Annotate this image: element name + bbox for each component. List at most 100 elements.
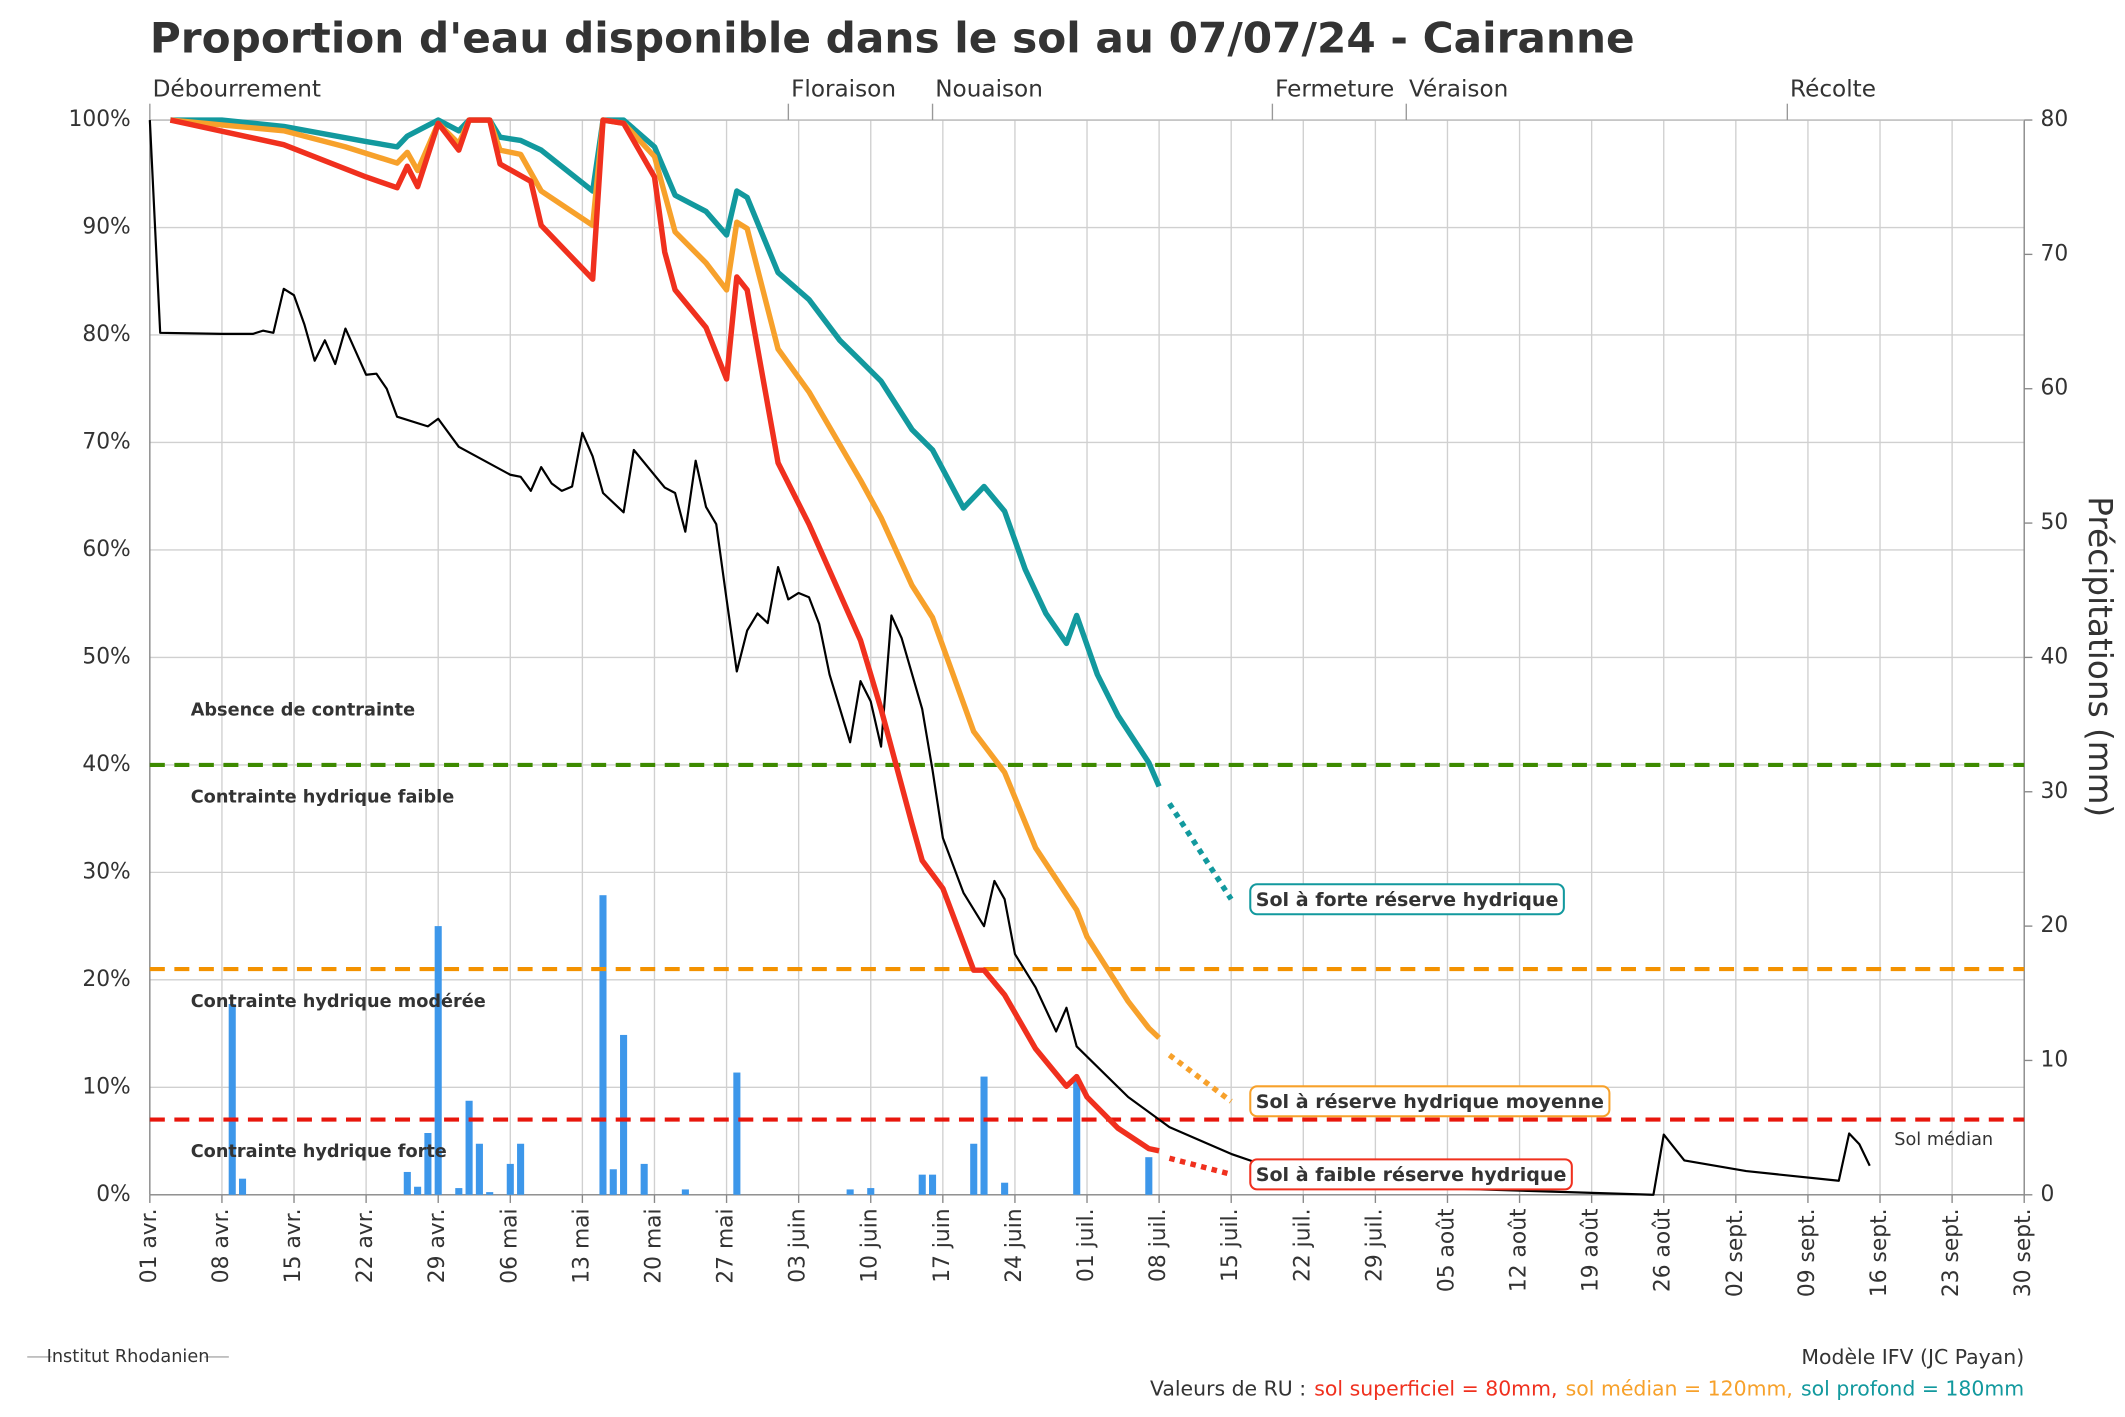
y2-tick-label: 30 (2041, 779, 2069, 804)
legend-entry: Sol à faible réserve hydrique (1249, 1158, 1573, 1191)
precipitation-bar (1145, 1157, 1153, 1195)
ru-value: sol profond = 180mm (1801, 1377, 2024, 1401)
x-tick-label: 30 sept. (2011, 1208, 2036, 1297)
precipitation-bar (465, 1100, 473, 1195)
x-tick-label: 09 sept. (1795, 1208, 1820, 1297)
y2-tick-label: 70 (2041, 241, 2069, 266)
x-tick-label: 16 sept. (1867, 1208, 1892, 1297)
precipitation-bar (486, 1192, 494, 1195)
precipitation-bar (1001, 1182, 1009, 1195)
stage-label: Véraison (1409, 77, 1508, 103)
legend-box (1249, 1085, 1611, 1118)
legend-label: Sol à forte réserve hydrique (1256, 889, 1559, 911)
precipitation-bar (238, 1178, 247, 1195)
x-tick-label: 06 mai (497, 1208, 522, 1283)
series-line (169, 117, 1160, 1154)
y2-tick-label: 10 (2041, 1047, 2069, 1072)
precipitation-bar (506, 1163, 514, 1195)
y2-axis-label: Précipitations (mm) (2081, 496, 2119, 817)
legend-entry: Sol à forte réserve hydrique (1249, 883, 1565, 916)
precipitation-bar (455, 1188, 463, 1195)
y2-tick-label: 50 (2041, 510, 2069, 535)
precipitation-bar (609, 1169, 617, 1195)
model-note: Modèle IFV (JC Payan) (1801, 1345, 2024, 1369)
x-tick-label: 15 juil. (1218, 1208, 1243, 1282)
x-tick-label: 22 juil. (1290, 1208, 1315, 1282)
x-tick-label: 15 avr. (281, 1208, 306, 1283)
series-line (148, 119, 1871, 1196)
zone-label: Contrainte hydrique forte (191, 1142, 447, 1162)
y-tick-label: 90% (82, 215, 130, 240)
logo-text: Institut Rhodanien (47, 1347, 210, 1367)
legend-label: Sol à faible réserve hydrique (1256, 1164, 1567, 1186)
precipitation-bar (640, 1163, 648, 1195)
precipitation-bar (475, 1143, 483, 1195)
zone-label: Contrainte hydrique faible (191, 788, 455, 808)
y-tick-label: 100% (68, 107, 130, 132)
x-tick-label: 22 avr. (353, 1208, 378, 1283)
precipitation-bar (1073, 1079, 1081, 1195)
y2-tick-label: 80 (2041, 107, 2069, 132)
y-tick-label: 50% (82, 644, 130, 669)
zone-label: Absence de contrainte (191, 700, 415, 720)
y2-tick-label: 0 (2041, 1182, 2055, 1207)
precipitation-bar (403, 1171, 411, 1195)
forecast-line (1167, 1052, 1233, 1104)
x-tick-label: 20 mai (641, 1208, 666, 1283)
precipitation-bar (867, 1188, 875, 1195)
precipitation-bar (517, 1143, 525, 1195)
y-tick-label: 0% (96, 1182, 131, 1207)
x-tick-label: 23 sept. (1939, 1208, 1964, 1297)
x-tick-label: 29 avr. (425, 1208, 450, 1283)
y-tick-label: 10% (82, 1074, 130, 1099)
precipitation-bar (918, 1174, 926, 1195)
stage-label: Débourrement (153, 77, 321, 103)
x-tick-label: 08 avr. (209, 1208, 234, 1283)
forecast-line (1167, 802, 1234, 901)
precipitation-bar (980, 1076, 988, 1195)
x-tick-label: 02 sept. (1723, 1208, 1748, 1297)
y-tick-label: 70% (82, 429, 130, 454)
x-tick-label: 24 juin (1002, 1208, 1027, 1282)
precipitation-bar (414, 1186, 422, 1195)
precipitation-bar (228, 1004, 236, 1195)
precipitation-bar (846, 1189, 854, 1195)
x-tick-label: 26 août (1651, 1208, 1676, 1292)
x-tick-label: 13 mai (569, 1208, 594, 1283)
ru-value: sol superficiel = 80mm, (1314, 1377, 1557, 1401)
stage-label: Nouaison (935, 77, 1043, 103)
precipitation-bar (970, 1143, 978, 1195)
x-tick-label: 27 mai (714, 1208, 739, 1283)
precipitation-bar (733, 1072, 741, 1195)
zone-label: Contrainte hydrique modérée (191, 992, 486, 1012)
y2-tick-label: 60 (2041, 376, 2069, 401)
y2-tick-label: 40 (2041, 644, 2069, 669)
y-tick-label: 60% (82, 537, 130, 562)
forecast-line (1168, 1155, 1232, 1178)
x-tick-label: 08 juil. (1146, 1208, 1171, 1282)
precipitation-bar (928, 1174, 937, 1195)
ru-label: Valeurs de RU : (1150, 1377, 1306, 1401)
legend-box (1249, 1158, 1573, 1191)
chart-title: Proportion d'eau disponible dans le sol … (150, 14, 1635, 63)
stage-label: Récolte (1790, 77, 1876, 103)
y-tick-label: 30% (82, 859, 130, 884)
precipitation-bar (681, 1189, 689, 1195)
y2-tick-label: 20 (2041, 913, 2069, 938)
x-tick-label: 17 juin (930, 1208, 955, 1282)
y-tick-label: 40% (82, 752, 130, 777)
stage-label: Floraison (791, 77, 896, 103)
precipitation-bar (599, 895, 607, 1195)
precipitation-bar (620, 1034, 628, 1195)
y-tick-label: 20% (82, 967, 130, 992)
x-tick-label: 10 juin (858, 1208, 883, 1282)
y-tick-label: 80% (82, 322, 130, 347)
x-tick-label: 01 avr. (137, 1208, 162, 1283)
x-tick-label: 01 juil. (1074, 1208, 1099, 1282)
legend-box (1249, 883, 1565, 916)
legend-label: Sol à réserve hydrique moyenne (1256, 1091, 1604, 1113)
precipitation-bar (434, 926, 442, 1195)
legend-label: Sol médian (1894, 1130, 1993, 1150)
